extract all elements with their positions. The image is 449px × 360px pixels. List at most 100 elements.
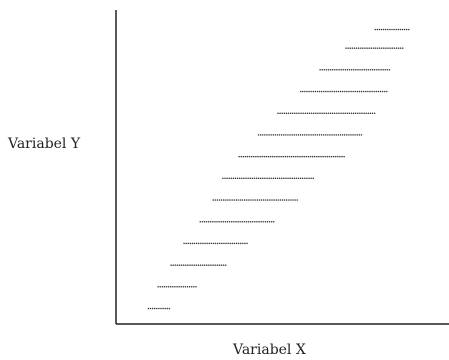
data-point-row-11 — [325, 69, 328, 71]
data-point-row-7 — [240, 155, 242, 158]
data-point-row-4 — [226, 220, 229, 223]
data-point-row-6 — [253, 177, 256, 180]
data-point-row-9 — [361, 112, 363, 114]
data-point-row-7 — [282, 155, 284, 158]
data-point-row-11 — [363, 69, 365, 71]
data-point-row-8 — [335, 134, 338, 136]
data-point-row-10 — [299, 90, 302, 93]
data-point-row-8 — [337, 134, 340, 136]
data-point-row-5 — [233, 199, 235, 201]
data-point-row-5 — [281, 199, 284, 201]
data-point-row-2 — [174, 264, 177, 266]
data-point-row-11 — [321, 69, 323, 71]
data-point-row-4 — [266, 220, 269, 223]
data-point-row-6 — [262, 177, 264, 180]
data-point-row-7 — [284, 155, 287, 158]
data-point-row-3 — [246, 242, 248, 245]
data-point-row-11 — [355, 69, 357, 71]
data-point-row-7 — [292, 155, 295, 158]
data-point-row-7 — [297, 155, 299, 158]
data-point-row-2 — [222, 264, 225, 266]
data-point-row-8 — [259, 134, 262, 136]
data-point-row-11 — [331, 69, 334, 71]
data-point-row-7 — [301, 155, 303, 158]
data-point-row-1 — [195, 286, 197, 288]
data-point-row-9 — [348, 112, 351, 114]
data-point-row-6 — [283, 177, 285, 180]
data-point-row-7 — [307, 155, 310, 158]
data-point-row-4 — [216, 220, 218, 223]
data-point-row-5 — [239, 199, 242, 201]
data-point-row-6 — [312, 177, 314, 180]
data-point-row-11 — [348, 69, 351, 71]
y-axis-label: Variabel Y — [7, 136, 81, 152]
data-point-row-5 — [227, 199, 229, 201]
data-point-row-2 — [189, 264, 191, 266]
data-point-row-12 — [349, 47, 351, 49]
data-point-row-13 — [376, 28, 379, 31]
data-point-row-9 — [359, 112, 361, 114]
data-point-row-8 — [312, 134, 314, 136]
data-point-row-12 — [357, 47, 360, 49]
data-point-row-9 — [325, 112, 328, 114]
data-point-row-8 — [339, 134, 342, 136]
data-point-row-13 — [395, 28, 397, 31]
data-point-row-4 — [237, 220, 239, 223]
data-point-row-7 — [244, 155, 247, 158]
data-point-row-4 — [270, 220, 273, 223]
data-point-row-4 — [209, 220, 212, 223]
data-point-row-8 — [322, 134, 325, 136]
data-point-row-5 — [218, 199, 221, 201]
data-point-row-12 — [370, 47, 372, 49]
data-point-row-4 — [222, 220, 225, 223]
data-point-row-11 — [338, 69, 340, 71]
data-point-row-2 — [187, 264, 189, 266]
data-point-row-7 — [305, 155, 308, 158]
data-point-row-3 — [202, 242, 204, 245]
data-point-row-12 — [376, 47, 379, 49]
data-point-row-2 — [195, 264, 198, 266]
data-point-row-13 — [374, 28, 376, 31]
data-point-row-8 — [287, 134, 289, 136]
data-point-row-10 — [308, 90, 310, 93]
data-point-row-10 — [333, 90, 336, 93]
data-point-row-10 — [314, 90, 317, 93]
data-point-row-7 — [261, 155, 263, 158]
data-point-row-8 — [266, 134, 268, 136]
data-point-row-7 — [269, 155, 272, 158]
data-point-row-12 — [385, 47, 387, 49]
data-point-row-8 — [350, 134, 352, 136]
data-point-row-6 — [293, 177, 296, 180]
data-point-row-10 — [373, 90, 375, 93]
data-point-row-11 — [334, 69, 336, 71]
data-point-row-2 — [208, 264, 210, 266]
data-point-row-5 — [222, 199, 225, 201]
data-point-row-5 — [246, 199, 248, 201]
data-point-row-5 — [290, 199, 292, 201]
data-point-row-2 — [220, 264, 223, 266]
data-point-row-2 — [178, 264, 181, 266]
data-point-row-9 — [367, 112, 370, 114]
data-point-row-0 — [151, 307, 154, 310]
data-point-row-8 — [360, 134, 363, 136]
data-point-row-6 — [295, 177, 298, 180]
data-point-row-7 — [322, 155, 324, 158]
data-point-row-4 — [207, 220, 210, 223]
data-point-row-10 — [381, 90, 384, 93]
data-point-row-3 — [227, 242, 229, 245]
data-point-row-7 — [280, 155, 282, 158]
data-point-row-6 — [264, 177, 266, 180]
data-point-row-3 — [200, 242, 202, 245]
data-point-row-1 — [161, 286, 164, 288]
data-point-row-11 — [336, 69, 338, 71]
data-point-row-6 — [230, 177, 233, 180]
data-point-row-10 — [323, 90, 325, 93]
data-point-row-8 — [285, 134, 287, 136]
data-point-row-9 — [291, 112, 294, 114]
data-point-row-4 — [272, 220, 275, 223]
data-point-row-13 — [405, 28, 408, 31]
data-point-row-1 — [190, 286, 193, 288]
data-point-row-8 — [291, 134, 293, 136]
data-point-row-3 — [225, 242, 227, 245]
data-point-row-9 — [302, 112, 304, 114]
